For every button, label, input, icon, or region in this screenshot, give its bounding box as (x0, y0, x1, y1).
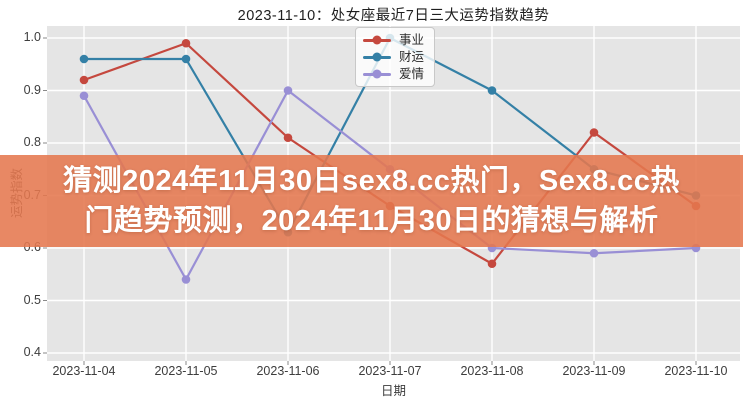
x-tick-label: 2023-11-05 (154, 364, 218, 378)
legend-item-wealth: 财运 (363, 49, 424, 65)
legend-label-career: 事业 (399, 33, 425, 47)
series-career-point (79, 75, 89, 85)
watermark-text-line1: 猜测2024年11月30日sex8.cc热门，Sex8.cc热 (63, 165, 680, 197)
series-career-point (283, 133, 293, 143)
legend-item-career: 事业 (363, 32, 424, 48)
series-wealth-point (487, 86, 497, 95)
x-tick-label: 2023-11-07 (358, 364, 422, 378)
legend-dot-career-icon (372, 35, 382, 45)
x-tick-label: 2023-11-10 (664, 364, 728, 378)
watermark-text-line2: 门趋势预测，2024年11月30日的猜想与解析 (84, 205, 659, 237)
x-tick-label: 2023-11-09 (562, 364, 626, 378)
series-love-point (181, 275, 191, 284)
legend-item-love: 爱情 (363, 66, 424, 82)
series-love-point (79, 91, 89, 101)
series-love-point (283, 86, 293, 95)
x-tick-label: 2023-11-04 (52, 364, 116, 378)
y-tick-label: 0.4 (23, 345, 41, 359)
series-wealth-point (79, 54, 89, 64)
y-tick-label: 1.0 (23, 30, 41, 44)
legend-marker-wealth-icon (363, 52, 391, 62)
x-tick-label: 2023-11-06 (256, 364, 320, 378)
y-tick-label: 0.8 (23, 135, 41, 149)
y-tick-label: 0.9 (23, 82, 41, 97)
chart-legend: 事业 财运 爱情 (355, 27, 436, 87)
series-career-point (487, 259, 497, 269)
legend-dot-love-icon (372, 69, 382, 79)
legend-marker-career-icon (363, 35, 391, 45)
watermark-overlay: 猜测2024年11月30日sex8.cc热门，Sex8.cc热 门趋势预测，20… (0, 155, 743, 247)
series-career-point (589, 128, 599, 137)
chart-title: 2023-11-10：处女座最近7日三大运势指数趋势 (237, 8, 550, 24)
legend-marker-love-icon (363, 69, 391, 79)
series-career-point (181, 38, 191, 48)
series-love-point (589, 248, 599, 258)
legend-label-wealth: 财运 (399, 50, 425, 64)
series-wealth-point (181, 54, 191, 64)
legend-dot-wealth-icon (372, 52, 382, 62)
legend-label-love: 爱情 (399, 67, 425, 81)
y-tick-label: 0.5 (23, 292, 41, 307)
x-tick-label: 2023-11-08 (460, 364, 524, 378)
x-axis-label: 日期 (380, 384, 406, 398)
